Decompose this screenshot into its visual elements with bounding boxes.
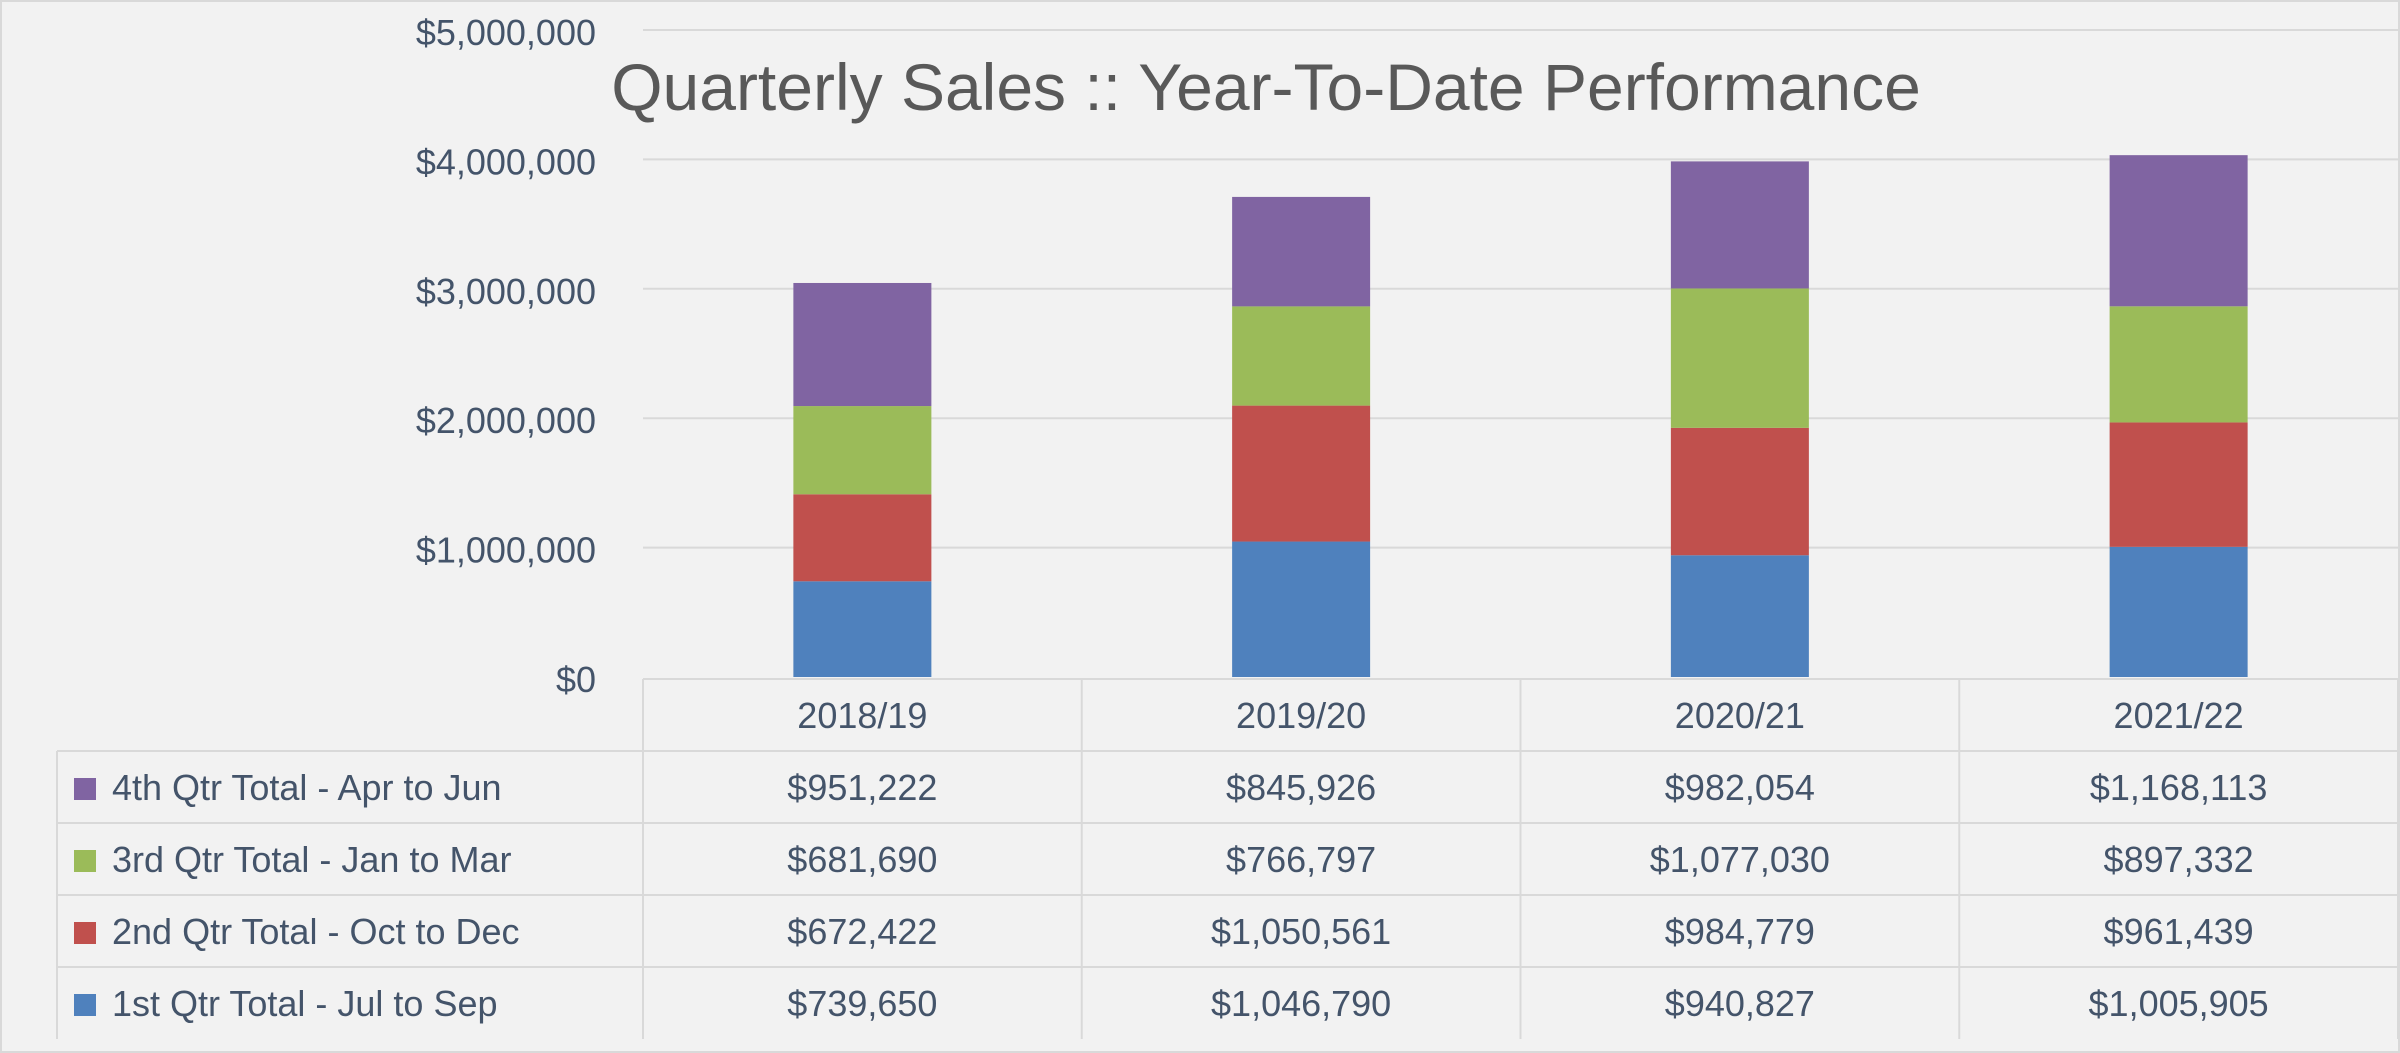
data-label: $1,005,905: [2089, 983, 2269, 1024]
bar-segment: [1232, 196, 1371, 307]
bar-segment: [793, 581, 932, 677]
legend-label: 1st Qtr Total - Jul to Sep: [112, 983, 498, 1024]
bar-segment: [1670, 288, 1809, 428]
bar-segment: [1670, 555, 1809, 677]
data-label: $845,926: [1226, 767, 1376, 808]
y-tick-label: $5,000,000: [416, 12, 596, 53]
data-label: $1,168,113: [2090, 767, 2268, 808]
x-tick-label: 2019/20: [1236, 695, 1366, 736]
bar-segment: [1670, 427, 1809, 556]
y-tick-label: $4,000,000: [416, 141, 596, 182]
data-label: $766,797: [1226, 839, 1376, 880]
data-label: $681,690: [787, 839, 937, 880]
data-label: $940,827: [1665, 983, 1815, 1024]
bar-segment: [793, 406, 932, 495]
data-label: $951,222: [787, 767, 937, 808]
legend-label: 2nd Qtr Total - Oct to Dec: [112, 911, 520, 952]
bar-segment: [793, 494, 932, 582]
data-label: $1,050,561: [1211, 911, 1391, 952]
data-label: $897,332: [2104, 839, 2254, 880]
bar-segment: [793, 282, 932, 407]
data-label: $984,779: [1665, 911, 1815, 952]
legend-key: [74, 778, 96, 800]
legend-label: 3rd Qtr Total - Jan to Mar: [112, 839, 511, 880]
bar-segment: [2109, 422, 2248, 547]
legend-key: [74, 922, 96, 944]
bar-segment: [2109, 306, 2248, 423]
y-tick-label: $2,000,000: [416, 400, 596, 441]
data-label: $1,077,030: [1650, 839, 1830, 880]
bar-segment: [1232, 405, 1371, 542]
x-tick-label: 2018/19: [797, 695, 927, 736]
x-tick-label: 2021/22: [2114, 695, 2244, 736]
y-tick-label: $1,000,000: [416, 530, 596, 571]
bar-segment: [2109, 155, 2248, 307]
data-label: $961,439: [2104, 911, 2254, 952]
legend-key: [74, 850, 96, 872]
bar-segment: [1670, 161, 1809, 289]
chart-title: Quarterly Sales :: Year-To-Date Performa…: [611, 50, 1921, 124]
legend-key: [74, 994, 96, 1016]
data-label: $672,422: [787, 911, 937, 952]
data-label: $739,650: [787, 983, 937, 1024]
bar-segment: [1232, 541, 1371, 677]
legend-label: 4th Qtr Total - Apr to Jun: [112, 767, 502, 808]
bar-segment: [2109, 546, 2248, 677]
y-tick-label: $3,000,000: [416, 271, 596, 312]
data-label: $982,054: [1665, 767, 1815, 808]
data-label: $1,046,790: [1211, 983, 1391, 1024]
bar-segment: [1232, 306, 1371, 406]
x-tick-label: 2020/21: [1675, 695, 1805, 736]
y-tick-label: $0: [556, 659, 596, 700]
